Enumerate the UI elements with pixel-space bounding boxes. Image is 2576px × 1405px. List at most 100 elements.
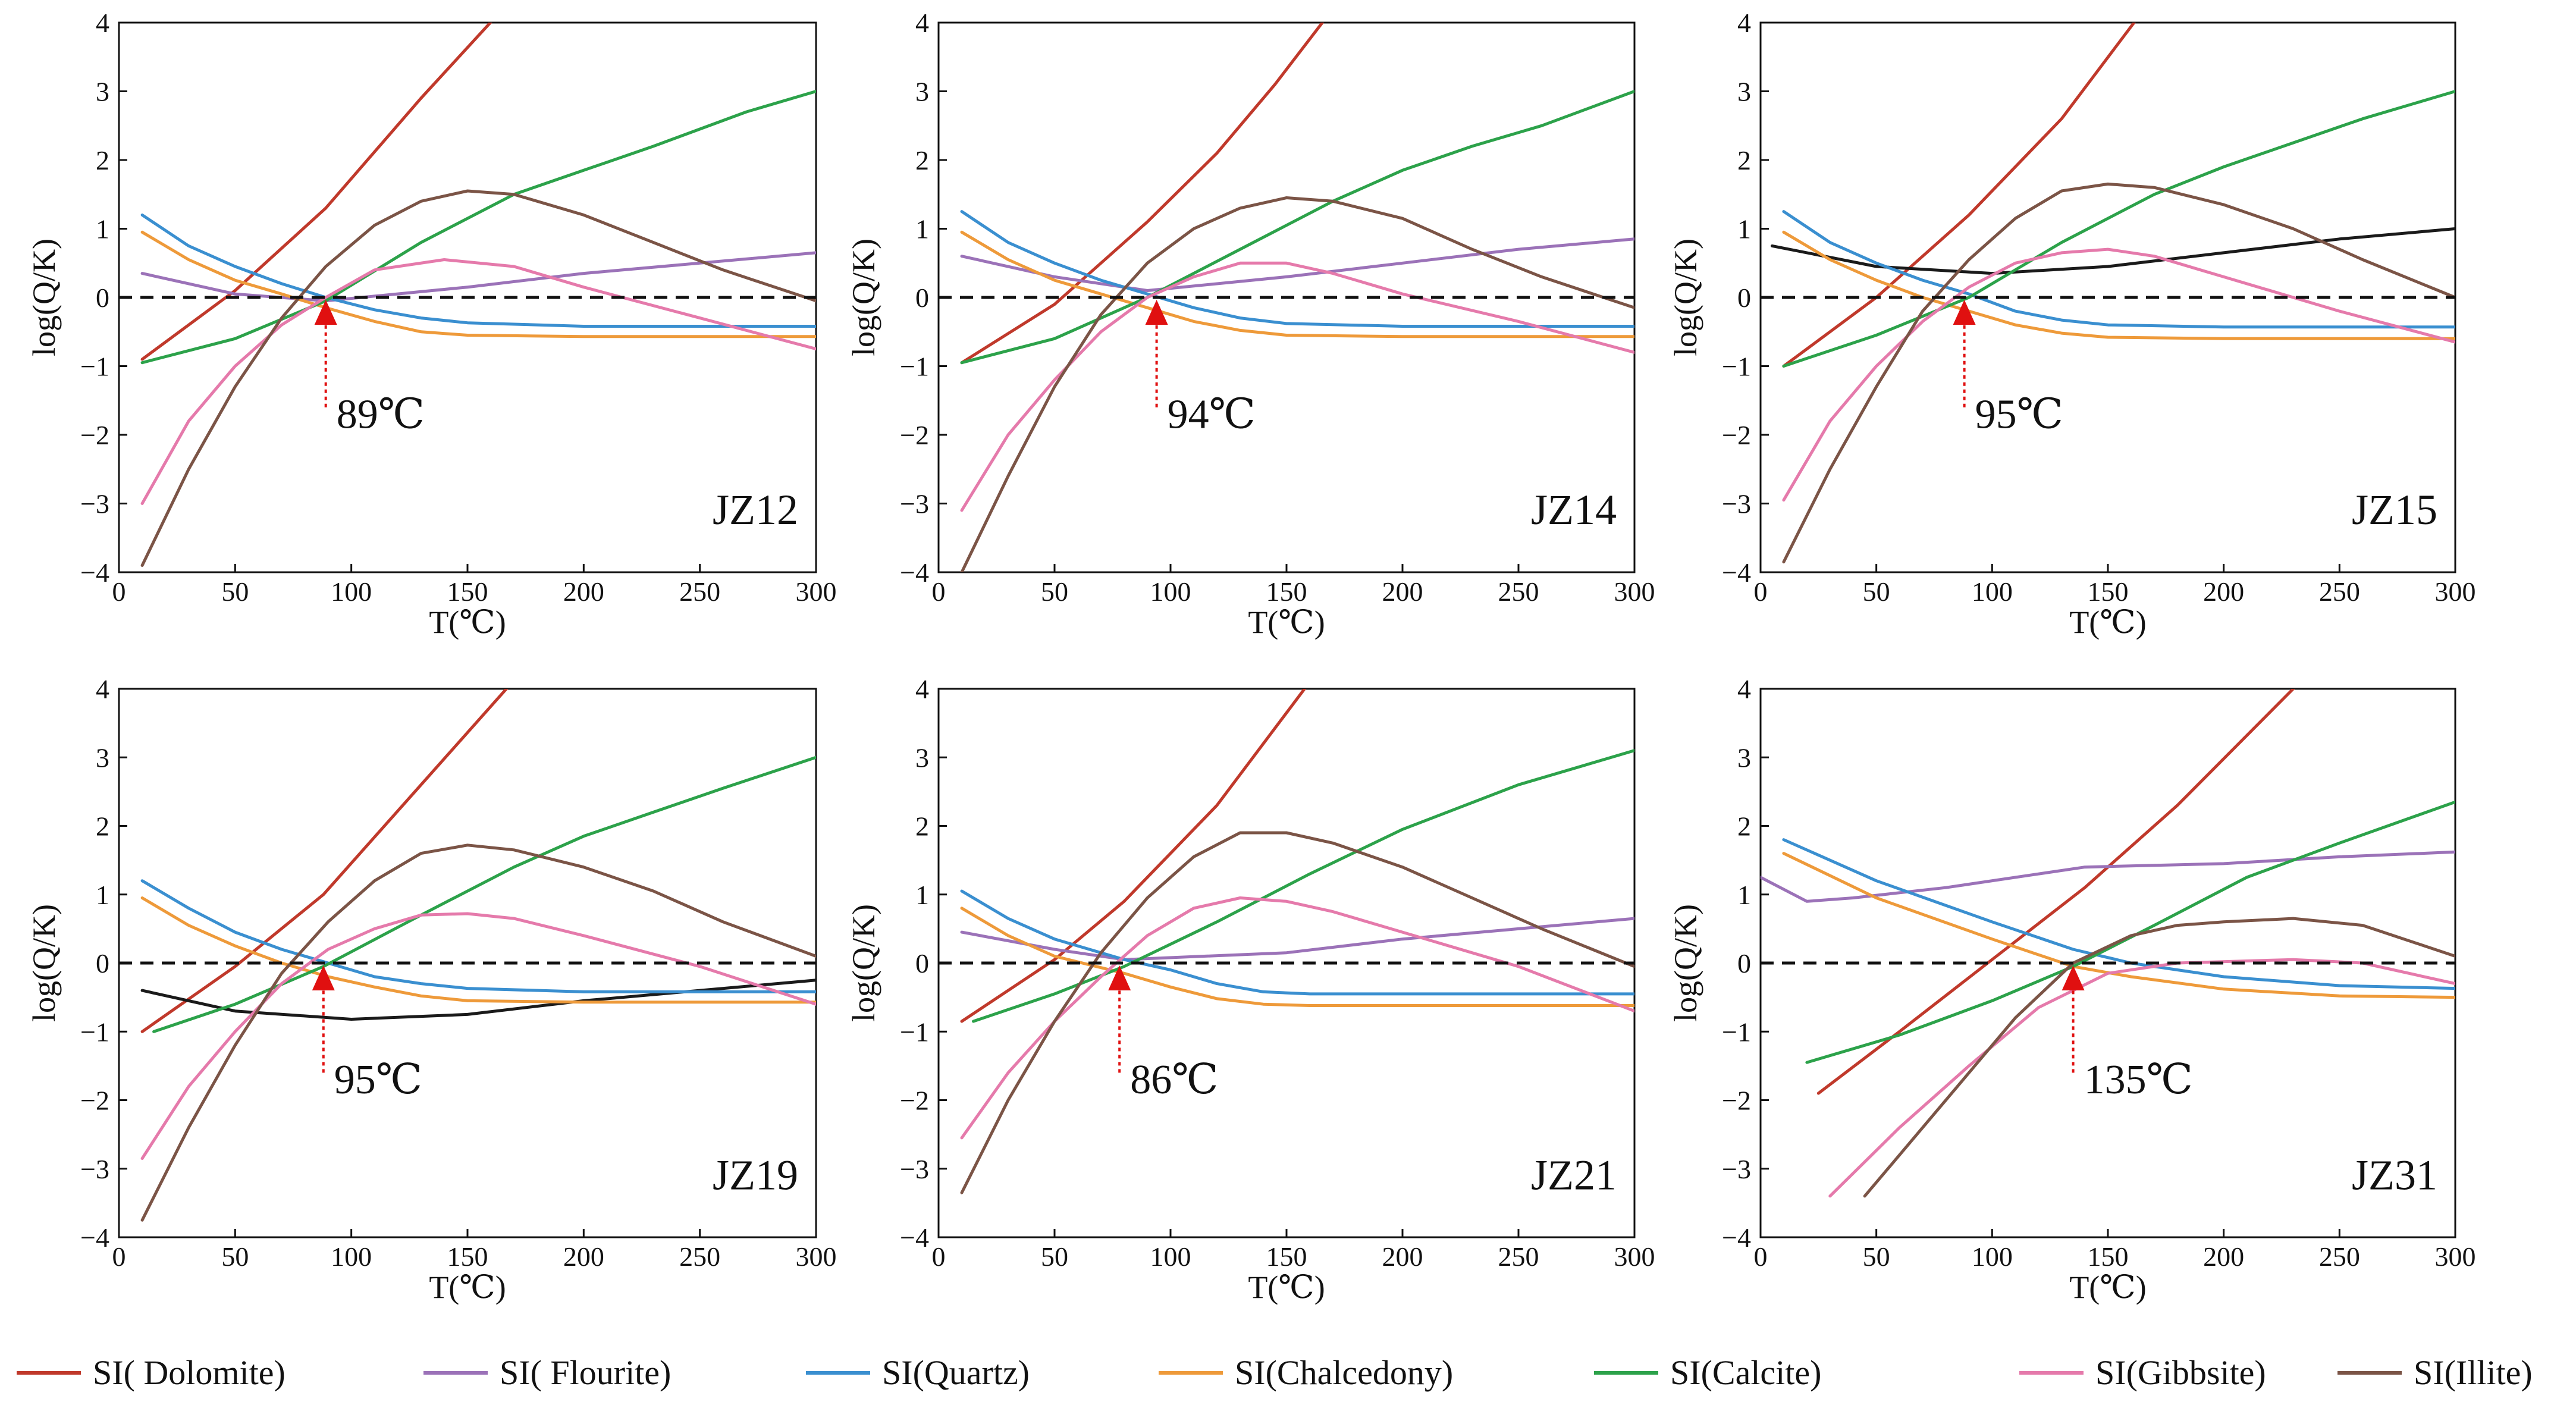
chart-panel-jz15: 0 50 100 150 200 250 300 −4 −3 −2 −1 0 1 2 3 4 T(℃) log(Q…: [1668, 8, 2476, 640]
series-line-chalcedony: [140, 230, 816, 338]
series-line-dolomite: [1816, 689, 2295, 1095]
x-tick-label: 50: [1041, 1241, 1068, 1272]
x-tick-label: 200: [2203, 576, 2244, 607]
legend-item-calcite: SI(Calcite): [1594, 1353, 1821, 1392]
panel-label: JZ31: [2352, 1151, 2437, 1199]
y-tick-label: −1: [1722, 352, 1751, 382]
x-tick-label: 50: [1041, 576, 1068, 607]
panel-label: JZ12: [713, 486, 798, 534]
x-tick-label: 150: [2088, 576, 2129, 607]
x-tick-label: 300: [2435, 576, 2476, 607]
y-tick-label: 0: [96, 283, 109, 313]
y-tick-label: 1: [96, 214, 109, 244]
y-tick-label: −1: [900, 1017, 929, 1047]
series-group: [960, 689, 1634, 1194]
panel-label: JZ19: [713, 1151, 798, 1199]
x-axis-label: T(℃): [1248, 604, 1325, 640]
series-group: [140, 23, 816, 567]
series-line-gibbsite: [140, 912, 816, 1160]
y-tick-label: −4: [1722, 557, 1751, 588]
y-tick-label: −3: [1722, 1154, 1751, 1184]
x-tick-label: 0: [112, 1241, 126, 1272]
series-line-calcite: [1782, 90, 2455, 368]
x-tick-label: 200: [1382, 1241, 1423, 1272]
x-tick-label: 200: [563, 576, 604, 607]
x-axis-label: T(℃): [2069, 604, 2146, 640]
chart-panels: 0 50 100 150 200 250 300−4−3−2−101234T(℃)log(Q…: [26, 8, 2476, 1305]
series-line-chalcedony: [1782, 852, 2455, 999]
panel-label: JZ15: [2352, 486, 2437, 534]
y-tick-label: 4: [915, 8, 929, 38]
y-tick-label: −3: [900, 489, 929, 519]
series-line-chalcedony: [1782, 230, 2455, 340]
x-tick-label: 200: [563, 1241, 604, 1272]
y-tick-label: 2: [96, 145, 109, 175]
x-tick-label: 0: [1754, 1241, 1768, 1272]
y-axis-label: log(Q/K): [846, 904, 881, 1022]
chart-panel-jz14: 0 50 100 150 200 250 300 −4 −3 −2 −1 0 1 2 3 4 T(℃) log(Q…: [846, 8, 1655, 640]
temperature-marker-arrow: [312, 965, 335, 990]
y-tick-label: −4: [1722, 1222, 1751, 1253]
y-tick-label: −4: [900, 1222, 929, 1253]
legend-label: SI(Illite): [2414, 1353, 2533, 1392]
y-tick-label: 4: [96, 8, 109, 38]
y-tick-label: 3: [915, 742, 929, 773]
y-tick-label: 0: [96, 948, 109, 979]
y-tick-label: 2: [1737, 145, 1751, 175]
legend-item-dolomite: SI( Dolomite): [17, 1353, 285, 1392]
y-tick-label: 1: [915, 880, 929, 910]
x-tick-label: 50: [1863, 576, 1890, 607]
temperature-marker-arrow: [2062, 965, 2085, 990]
x-tick-label: 300: [796, 1241, 837, 1272]
y-tick-label: 2: [1737, 811, 1751, 842]
legend-item-illite: SI(Illite): [2337, 1353, 2533, 1392]
chart-panel-jz12: 0 50 100 150 200 250 300 −4 −3 −2 −1 0 1 2 3 4 T(℃) log(Q…: [26, 8, 837, 640]
equilibrium-temperature-label: 95℃: [1975, 391, 2063, 437]
series-line-gibbsite: [960, 896, 1634, 1140]
temperature-marker-arrow: [1145, 300, 1168, 325]
series-line-quartz: [140, 879, 816, 993]
y-axis-label: log(Q/K): [26, 904, 62, 1022]
x-tick-label: 200: [2203, 1241, 2244, 1272]
x-axis-label: T(℃): [2069, 1269, 2146, 1305]
y-tick-label: −2: [80, 420, 109, 450]
legend-label: SI( Dolomite): [93, 1353, 285, 1392]
series-line-illite: [1782, 182, 2455, 564]
x-tick-label: 100: [1972, 1241, 2013, 1272]
temperature-marker-arrow: [1108, 965, 1131, 990]
series-line-dolomite: [140, 689, 509, 1033]
x-tick-label: 250: [2319, 1241, 2360, 1272]
series-line-calcite: [152, 755, 816, 1033]
chart-panel-jz21: 0 50 100 150 200 250 300 −4 −3 −2 −1 0 1 2 3 4 T(℃) log(Q…: [846, 674, 1655, 1305]
x-axis-label: T(℃): [1248, 1269, 1325, 1305]
y-tick-label: −1: [80, 352, 109, 382]
y-tick-label: −1: [900, 352, 929, 382]
x-tick-label: 0: [932, 1241, 946, 1272]
series-line-flourite: [960, 237, 1634, 292]
y-tick-label: 1: [1737, 880, 1751, 910]
x-tick-label: 200: [1382, 576, 1423, 607]
panel-label: JZ14: [1531, 486, 1617, 534]
y-tick-label: −4: [900, 557, 929, 588]
series-line-calcite: [1805, 800, 2455, 1064]
y-axis-label: log(Q/K): [846, 239, 881, 356]
series-line-flourite: [960, 917, 1634, 961]
y-tick-label: 4: [915, 674, 929, 704]
y-tick-label: −1: [1722, 1017, 1751, 1047]
legend-label: SI(Chalcedony): [1235, 1353, 1453, 1392]
y-tick-label: −2: [1722, 1086, 1751, 1116]
x-tick-label: 300: [1614, 576, 1655, 607]
x-tick-label: 300: [1614, 1241, 1655, 1272]
series-line-quartz: [960, 210, 1634, 328]
series-line-dolomite: [140, 23, 492, 361]
series-line-dolomite: [960, 689, 1307, 1023]
legend: SI( Dolomite) SI( Flourite) SI(Quartz) SI(C…: [17, 1353, 2533, 1392]
y-tick-label: 0: [1737, 283, 1751, 313]
y-tick-label: −3: [80, 1154, 109, 1184]
series-line-calcite: [972, 749, 1634, 1023]
series-line-chalcedony: [960, 230, 1634, 338]
series-line-gibbsite: [140, 258, 816, 505]
chart-panel-jz31: 0 50 100 150 200 250 300 −4 −3 −2 −1 0 1 2 3 4 T(℃) log(Q…: [1668, 674, 2476, 1305]
y-tick-label: 3: [1737, 77, 1751, 107]
